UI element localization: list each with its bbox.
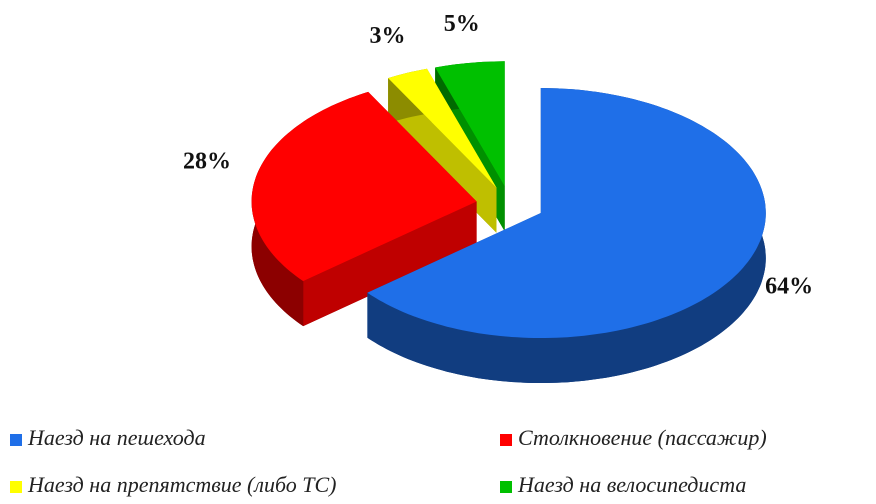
legend-label: Наезд на препятствие (либо ТС) [27, 472, 336, 497]
slice [251, 91, 477, 327]
slice-top [367, 88, 766, 338]
data-label: 28% [183, 148, 231, 174]
legend-swatch [10, 434, 22, 446]
slice-side [388, 78, 497, 233]
slice [367, 88, 766, 383]
legend-swatch [10, 481, 22, 493]
slice-side [303, 201, 477, 327]
slice-top [251, 91, 477, 282]
legend-label: Наезд на пешехода [27, 425, 206, 450]
legend-label: Столкновение (пассажир) [518, 425, 767, 450]
slice-top [435, 61, 505, 187]
legend-swatch [500, 434, 512, 446]
slice-wall [367, 88, 766, 383]
data-label: 5% [444, 11, 480, 37]
legend-swatch [500, 481, 512, 493]
slice-top [388, 68, 497, 188]
data-label: 3% [369, 23, 405, 49]
data-label: 64% [765, 273, 813, 299]
legend-label: Наезд на велосипедиста [517, 472, 746, 497]
